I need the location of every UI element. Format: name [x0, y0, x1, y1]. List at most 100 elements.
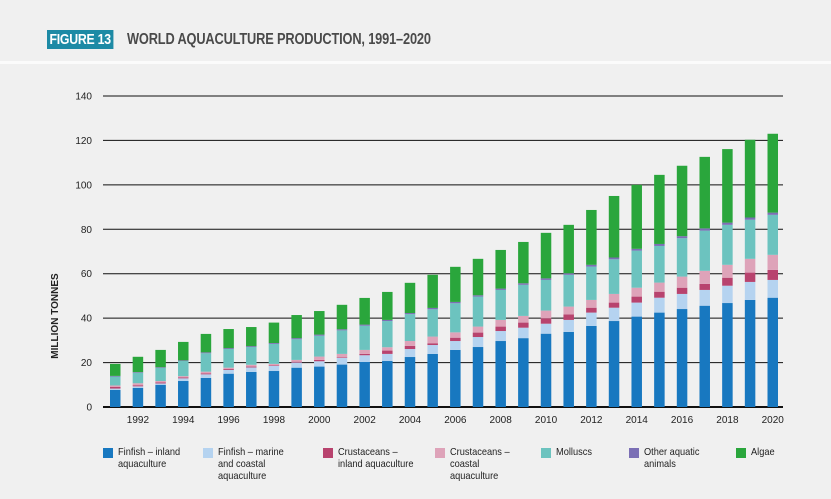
bar-segment-crustaceans-coastal-aquaculture [699, 270, 710, 284]
bar-segment-algae [155, 349, 166, 368]
bar-segment-other-aquatic-animals [404, 313, 416, 315]
bar-segment-algae [291, 315, 302, 339]
bar-segment-finfish-marine-and-coastal-aquaculture [110, 388, 121, 390]
bar-segment-crustaceans-inland-aquaculture [495, 326, 506, 332]
bar-segment-crustaceans-inland-aquaculture [223, 369, 234, 370]
bar-1996 [223, 329, 234, 407]
bar-segment-algae [676, 165, 688, 237]
bar-segment-crustaceans-coastal-aquaculture [540, 310, 552, 319]
bar-segment-other-aquatic-animals [200, 352, 212, 354]
bar-segment-algae [132, 356, 144, 373]
bar-segment-finfish-inland-aquaculture [699, 305, 710, 407]
bar-segment-molluscs [699, 230, 710, 271]
legend-swatch [435, 448, 445, 458]
bar-segment-molluscs [155, 367, 166, 382]
bar-segment-finfish-marine-and-coastal-aquaculture [404, 349, 416, 358]
bar-segment-molluscs [200, 353, 212, 372]
bar-segment-crustaceans-inland-aquaculture [155, 382, 166, 384]
bar-2006 [450, 266, 461, 407]
bar-2017 [699, 156, 710, 407]
bar-segment-finfish-marine-and-coastal-aquaculture [608, 307, 620, 322]
legend-swatch [736, 448, 746, 458]
bar-segment-other-aquatic-animals [314, 334, 325, 336]
bar-segment-finfish-inland-aquaculture [654, 312, 665, 407]
y-tick-label: 40 [81, 314, 93, 325]
bar-segment-finfish-inland-aquaculture [155, 384, 166, 407]
bar-segment-crustaceans-coastal-aquaculture [110, 385, 121, 388]
x-tick-label: 2020 [762, 415, 785, 426]
bar-segment-molluscs [472, 296, 484, 327]
bar-segment-crustaceans-inland-aquaculture [200, 373, 212, 375]
legend-swatch [629, 448, 639, 458]
bar-segment-other-aquatic-animals [767, 212, 778, 215]
bar-segment-finfish-inland-aquaculture [110, 389, 121, 407]
legend-item: Crustaceans – inland aquaculture [323, 446, 428, 470]
bar-segment-finfish-marine-and-coastal-aquaculture [246, 367, 257, 372]
bar-2009 [518, 241, 529, 407]
legend-label: Crustaceans – inland aquaculture [338, 446, 414, 470]
bar-segment-other-aquatic-animals [336, 329, 348, 331]
bar-segment-finfish-marine-and-coastal-aquaculture [200, 374, 212, 378]
bar-segment-crustaceans-coastal-aquaculture [654, 282, 665, 292]
bar-segment-crustaceans-coastal-aquaculture [608, 293, 620, 303]
bar-segment-finfish-inland-aquaculture [178, 381, 189, 407]
bar-segment-algae [268, 322, 280, 344]
bar-segment-finfish-marine-and-coastal-aquaculture [336, 357, 348, 365]
bar-segment-finfish-marine-and-coastal-aquaculture [132, 386, 144, 388]
bar-segment-finfish-marine-and-coastal-aquaculture [268, 365, 280, 372]
bar-segment-molluscs [540, 279, 552, 311]
bar-segment-finfish-inland-aquaculture [518, 338, 529, 407]
bar-segment-finfish-inland-aquaculture [359, 361, 370, 407]
bar-segment-finfish-inland-aquaculture [132, 387, 144, 407]
stacked-bar-chart: MILLION TONNES 0 20 40 60 80 100 120 140 1992 19… [50, 92, 785, 427]
bar-segment-algae [654, 174, 665, 244]
bar-segment-finfish-marine-and-coastal-aquaculture [427, 345, 438, 354]
bar-segment-finfish-inland-aquaculture [631, 316, 642, 407]
bar-segment-crustaceans-inland-aquaculture [676, 287, 688, 294]
bar-segment-algae [699, 156, 710, 229]
bar-segment-finfish-inland-aquaculture [586, 325, 597, 407]
bar-segment-algae [382, 291, 393, 320]
bar-segment-crustaceans-coastal-aquaculture [518, 315, 529, 323]
legend-label: Crustaceans – coastal aquaculture [450, 446, 510, 482]
bar-segment-finfish-inland-aquaculture [450, 349, 461, 407]
bar-segment-finfish-inland-aquaculture [314, 366, 325, 407]
bar-segment-finfish-inland-aquaculture [472, 347, 484, 407]
bar-segment-crustaceans-inland-aquaculture [178, 377, 189, 379]
bar-segment-finfish-marine-and-coastal-aquaculture [586, 312, 597, 326]
x-tick-label: 2002 [354, 415, 377, 426]
bar-segment-finfish-inland-aquaculture [268, 371, 280, 407]
bar-segment-finfish-inland-aquaculture [200, 377, 212, 407]
bar-segment-crustaceans-coastal-aquaculture [495, 319, 506, 327]
bar-2002 [359, 297, 370, 407]
bar-segment-crustaceans-inland-aquaculture [767, 269, 778, 280]
bar-segment-other-aquatic-animals [722, 222, 733, 225]
x-tick-label: 2008 [490, 415, 513, 426]
bar-segment-crustaceans-coastal-aquaculture [336, 353, 348, 358]
y-tick-label: 120 [75, 136, 92, 147]
bar-segment-finfish-marine-and-coastal-aquaculture [223, 369, 234, 374]
bar-segment-algae [495, 249, 506, 289]
bar-segment-algae [110, 363, 121, 376]
bar-segment-other-aquatic-animals [382, 319, 393, 322]
bar-segment-other-aquatic-animals [246, 346, 257, 348]
chart-legend: Finfish – inland aquaculture Finfish – ma… [0, 446, 831, 486]
bar-segment-molluscs [110, 376, 121, 386]
bar-segment-molluscs [608, 259, 620, 294]
bar-segment-finfish-inland-aquaculture [223, 373, 234, 407]
bar-segment-finfish-inland-aquaculture [382, 361, 393, 407]
bar-1995 [200, 333, 212, 407]
bar-segment-molluscs [654, 245, 665, 283]
bar-2018 [722, 149, 733, 407]
legend-item: Molluscs [541, 446, 646, 458]
bar-segment-finfish-inland-aquaculture [404, 357, 416, 407]
bar-segment-crustaceans-coastal-aquaculture [722, 264, 733, 278]
bar-1998 [268, 322, 280, 407]
bar-1994 [178, 341, 189, 407]
bar-segment-molluscs [382, 321, 393, 348]
bar-segment-finfish-marine-and-coastal-aquaculture [155, 383, 166, 385]
bar-segment-crustaceans-inland-aquaculture [699, 283, 710, 290]
bar-segment-crustaceans-inland-aquaculture [631, 296, 642, 303]
bar-segment-crustaceans-inland-aquaculture [722, 277, 733, 286]
y-tick-label: 20 [81, 358, 93, 369]
